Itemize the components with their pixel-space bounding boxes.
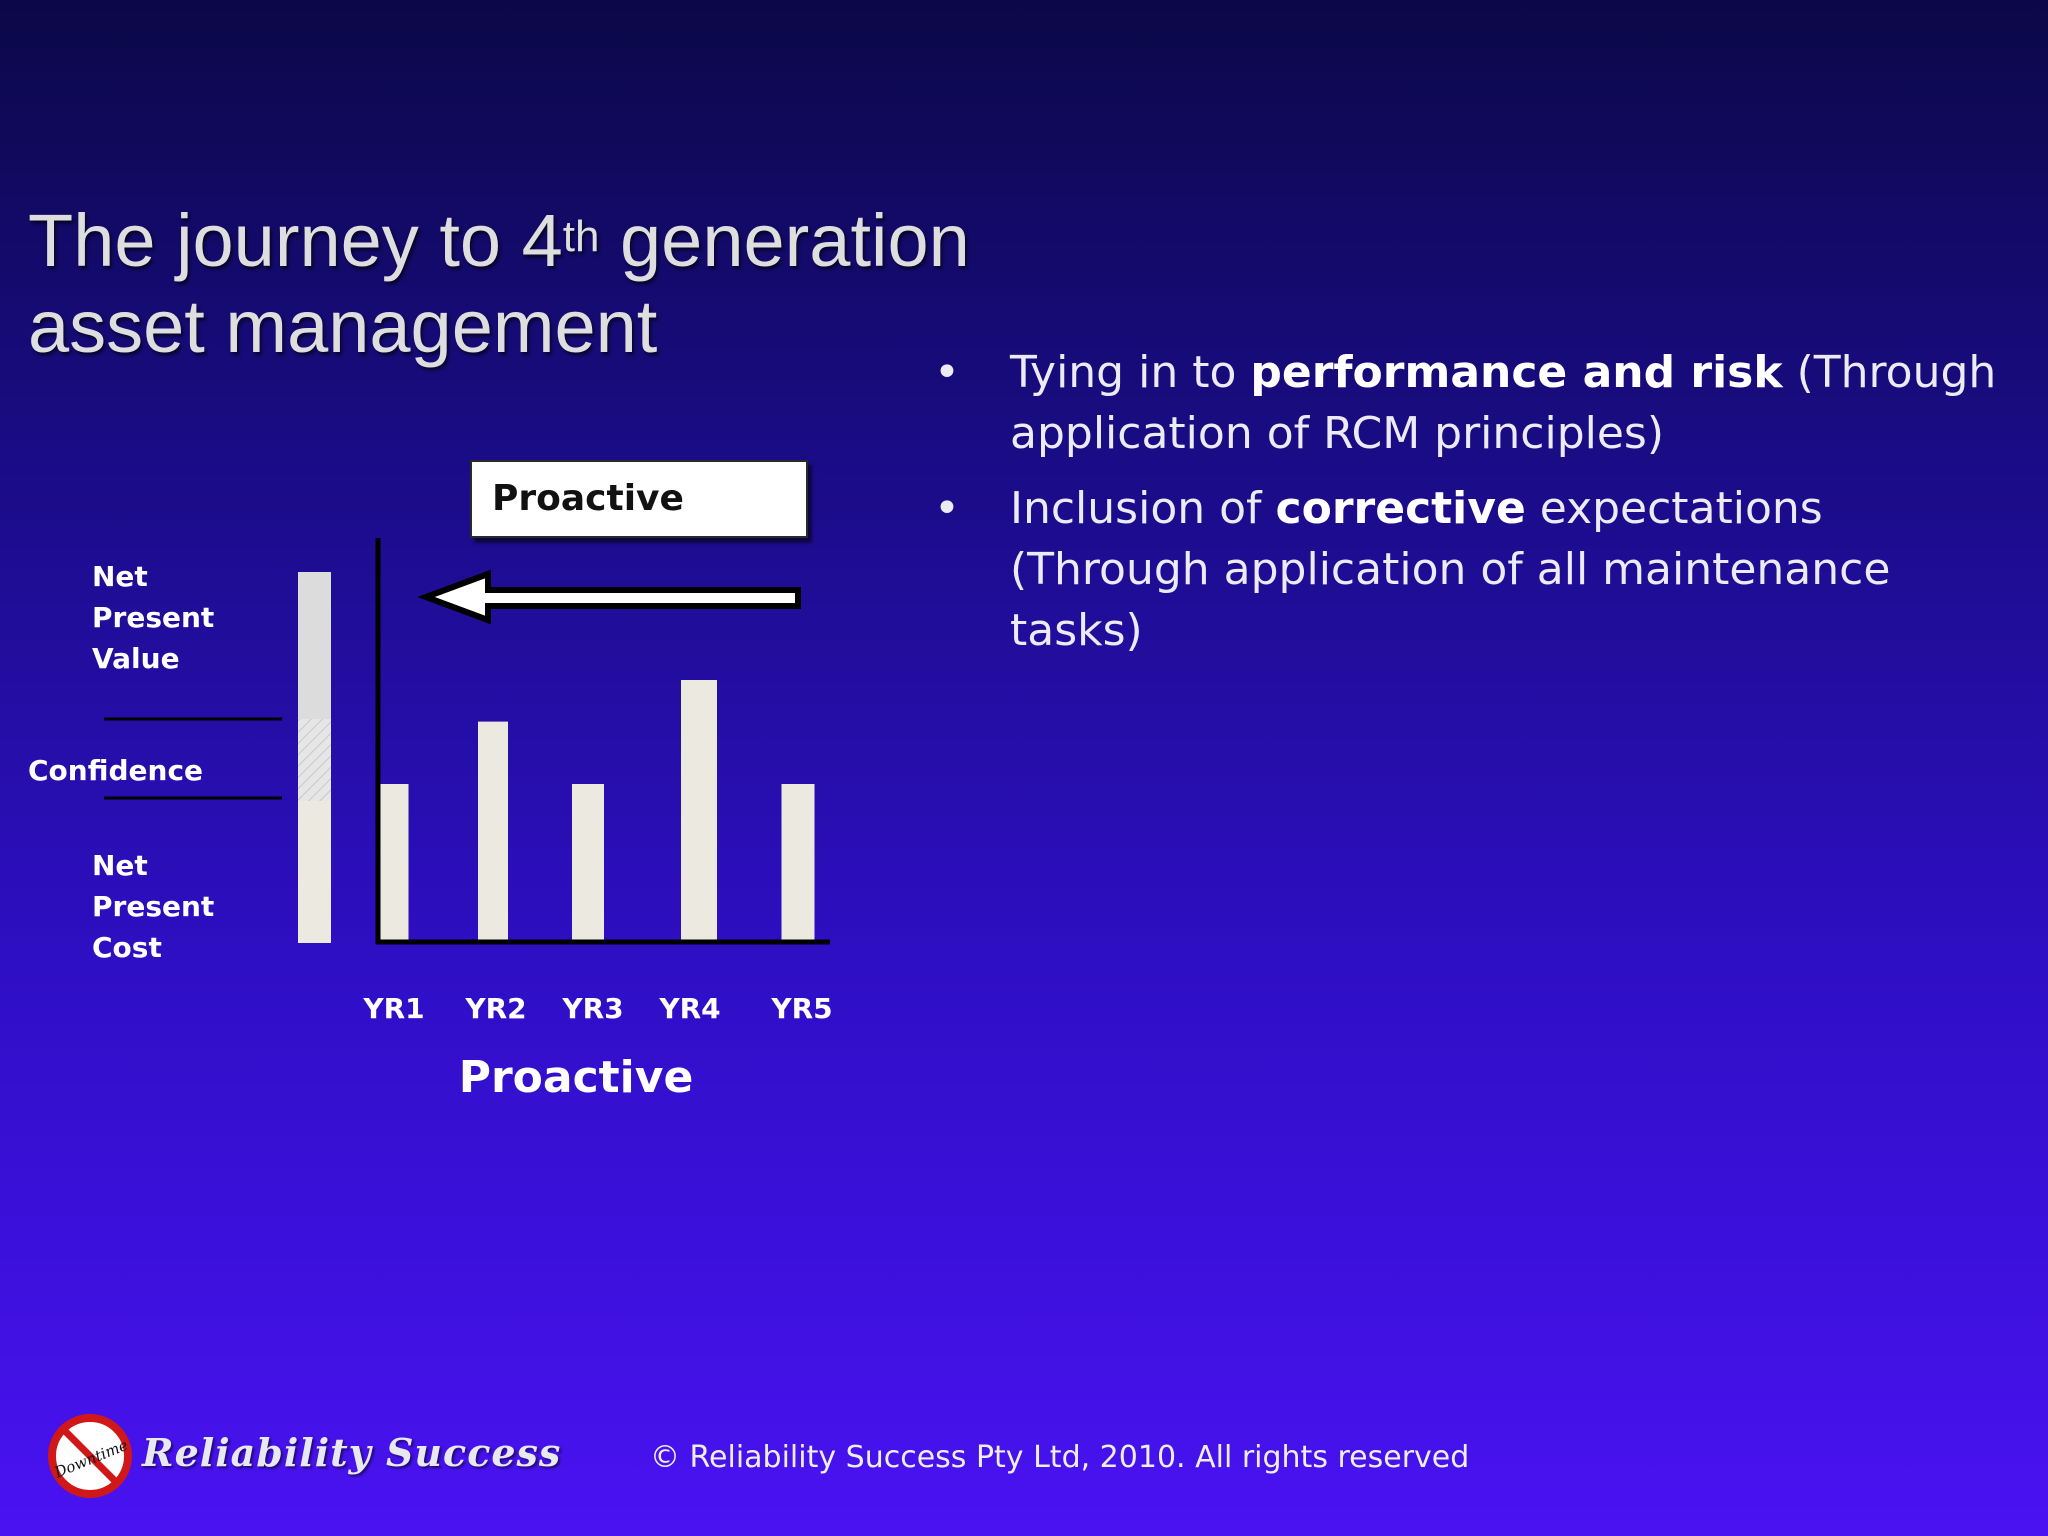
bar-yr3 [572, 784, 604, 940]
no-downtime-logo-icon: Downtime [48, 1414, 132, 1498]
npc-label: Net Present Cost [92, 845, 214, 968]
bullet-text-pre: Tying in to [1010, 347, 1251, 398]
x-tick-label: YR2 [464, 992, 526, 1025]
title-line1-pre: The journey to 4 [28, 199, 563, 282]
bar-yr4 [681, 680, 717, 940]
confidence-label: Confidence [28, 754, 204, 787]
x-tick-label: YR3 [561, 992, 623, 1025]
proactive-box: Proactive [470, 460, 808, 538]
bullet-text-pre: Inclusion of [1010, 483, 1276, 534]
title-superscript: th [562, 212, 600, 261]
x-tick-label: YR1 [362, 992, 424, 1025]
bar-yr5 [781, 784, 815, 940]
bar-yr2 [478, 721, 508, 940]
bullet-text-post: (Through application of RCM principles) [1010, 347, 1997, 459]
npv-label-line: Present [92, 601, 215, 634]
title-line1-post: generation [599, 199, 970, 282]
bullet-item: • Inclusion of corrective expectations (… [928, 478, 2028, 661]
bullet-text-post: expectations (Through application of all… [1010, 483, 1891, 656]
bullet-item: • Tying in to performance and risk (Thro… [928, 342, 2028, 464]
npc-label-line: Present [92, 890, 215, 923]
npv-label: Net Present Value [92, 556, 214, 679]
confidence-segment [298, 719, 331, 801]
npc-label-line: Cost [92, 931, 162, 964]
bullet-dot: • [934, 347, 960, 398]
bullet-dot: • [934, 483, 960, 534]
tick-labels-group: YR1 YR2 YR3 YR4 YR5 [362, 992, 832, 1025]
bullet-list: • Tying in to performance and risk (Thro… [928, 342, 2028, 675]
x-tick-label: YR4 [658, 992, 720, 1025]
title-line2: asset management [28, 285, 658, 368]
npc-label-line: Net [92, 849, 148, 882]
chart-x-title: Proactive [458, 1052, 694, 1103]
left-arrow-icon [417, 569, 801, 625]
npv-label-line: Value [92, 642, 180, 675]
npc-segment [298, 801, 331, 943]
npv-segment [298, 572, 331, 719]
slide-title: The journey to 4th generation asset mana… [28, 198, 1028, 370]
bar-yr1 [377, 784, 409, 940]
bullet-text-bold: performance and risk [1250, 347, 1783, 398]
footer-copyright: © Reliability Success Pty Ltd, 2010. All… [650, 1440, 1470, 1475]
npv-label-line: Net [92, 560, 148, 593]
logo-text: Reliability Success [142, 1430, 562, 1475]
x-tick-label: YR5 [770, 992, 832, 1025]
bullet-text-bold: corrective [1275, 483, 1526, 534]
bars-group [377, 680, 815, 940]
